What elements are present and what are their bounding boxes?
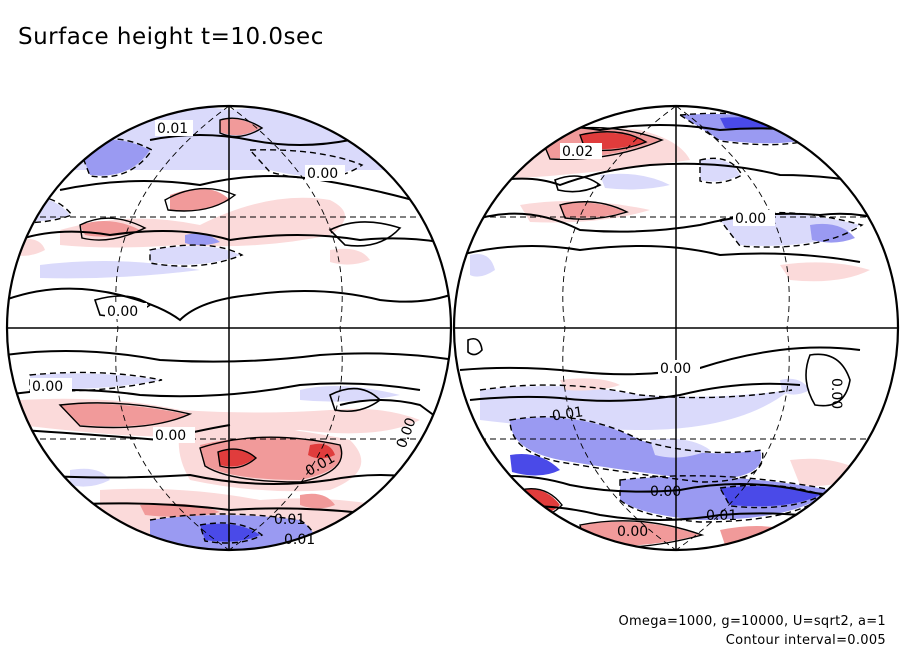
left-pos-region-3 <box>170 188 230 212</box>
left-label-2: 0.00 <box>307 166 338 182</box>
left-pos-region-s6 <box>308 443 335 459</box>
right-contour-zero-7 <box>469 475 881 496</box>
right-label-4: 0.01 <box>551 404 584 424</box>
left-neg-contour-6 <box>199 522 264 544</box>
left-contour-zero-7 <box>29 473 431 485</box>
left-neg-region-s2 <box>300 386 400 402</box>
right-label-3: 0.00 <box>660 361 691 377</box>
right-neg-contour-7 <box>699 157 743 184</box>
left-label-4: 0.00 <box>32 379 63 395</box>
left-contour-pos-4 <box>58 402 193 429</box>
right-neg-region-n5 <box>810 223 855 243</box>
left-neg-region-strip <box>40 261 200 279</box>
left-contour-zero-9 <box>59 175 431 206</box>
right-meridian-w <box>562 106 677 550</box>
right-contour-zero-1 <box>459 212 898 233</box>
left-neg-region-mid <box>150 246 240 265</box>
right-pos-region-n6 <box>780 262 870 282</box>
left-meridian-w <box>115 106 230 550</box>
right-contour-loop-2 <box>805 353 851 407</box>
left-contour-pos-1 <box>164 187 237 212</box>
left-neg-contour-2 <box>248 149 364 180</box>
left-neg-region-mid2 <box>185 233 220 246</box>
left-contour-zero-2 <box>7 350 451 363</box>
right-contour-labels: 0.02 0.00 0.00 0.01 0.00 0.00 0.01 0.00 <box>551 143 844 540</box>
right-globe: 0.02 0.00 0.00 0.01 0.00 0.00 0.01 0.00 <box>452 104 900 552</box>
figure-title: Surface height t=10.0sec <box>18 24 324 50</box>
left-contour-zero-11 <box>328 221 402 247</box>
right-label-6: 0.00 <box>650 484 681 500</box>
left-neg-region-w <box>10 197 70 222</box>
right-neg-region-s2 <box>510 417 762 480</box>
left-pos-region-s9 <box>300 493 335 509</box>
left-pos-region-top <box>220 118 260 136</box>
left-label-1: 0.01 <box>157 121 188 137</box>
right-neg-region-s6 <box>650 438 710 458</box>
right-label-5: 0.00 <box>828 378 844 409</box>
left-contour-pos-6 <box>219 117 264 138</box>
parameter-caption: Omega=1000, g=10000, U=sqrt2, a=1 Contou… <box>618 612 886 650</box>
right-pos-region-n5 <box>560 202 625 218</box>
right-contour-loop-3 <box>467 337 483 356</box>
right-neg-region-s3 <box>510 454 560 476</box>
left-contour-pos-3 <box>199 436 343 483</box>
right-neg-region-w <box>470 254 495 277</box>
right-neg-region-s7 <box>780 378 810 395</box>
left-label-5: 0.00 <box>155 428 186 444</box>
right-neg-region-n6 <box>600 173 670 190</box>
left-graticule <box>7 106 451 550</box>
right-pos-region-s1 <box>790 458 860 486</box>
right-label-8: 0.00 <box>617 524 648 540</box>
left-meridian-e <box>228 106 343 550</box>
left-pos-region-s4 <box>200 437 342 480</box>
right-contour-pos-3 <box>559 201 629 220</box>
left-contour-pos-2 <box>79 217 147 241</box>
left-contour-loop-e <box>329 387 382 413</box>
left-globe-fills <box>10 106 420 550</box>
left-pos-region-e <box>330 248 370 265</box>
left-contour-zero-3 <box>7 230 451 246</box>
left-neg-contour-3 <box>149 244 244 267</box>
right-neg-contour-6 <box>479 384 793 399</box>
right-neg-contour-2 <box>718 211 864 248</box>
right-neg-region-n3 <box>700 159 740 182</box>
left-globe: 0.01 0.00 0.00 0.00 0.00 0.01 0.00 0.01 … <box>5 104 453 552</box>
right-contour-loop-1 <box>554 175 602 193</box>
right-contour-zero-6 <box>469 382 801 402</box>
contour-interval-line: Contour interval=0.005 <box>725 633 886 648</box>
right-label-2: 0.00 <box>735 211 766 227</box>
left-pos-region-s2 <box>60 403 190 427</box>
left-contour-zero-1 <box>7 287 451 322</box>
left-label-3: 0.00 <box>107 304 138 320</box>
right-neg-region-s5 <box>720 486 820 507</box>
left-contour-pos-5 <box>217 448 258 469</box>
right-contour-zero-3 <box>459 245 861 263</box>
left-pos-region-s5 <box>218 449 255 467</box>
right-contour-zero-2 <box>459 162 898 191</box>
right-pos-region-s5 <box>560 378 620 391</box>
left-contour-zero-8 <box>59 502 381 516</box>
left-globe-outline <box>5 104 453 552</box>
left-label-8: 0.01 <box>274 512 305 528</box>
left-neg-region-south2 <box>200 523 260 542</box>
parameter-line: Omega=1000, g=10000, U=sqrt2, a=1 <box>618 614 886 629</box>
right-globe-outline <box>452 104 900 552</box>
right-label-7: 0.01 <box>706 508 737 524</box>
right-label-1: 0.02 <box>562 144 593 160</box>
